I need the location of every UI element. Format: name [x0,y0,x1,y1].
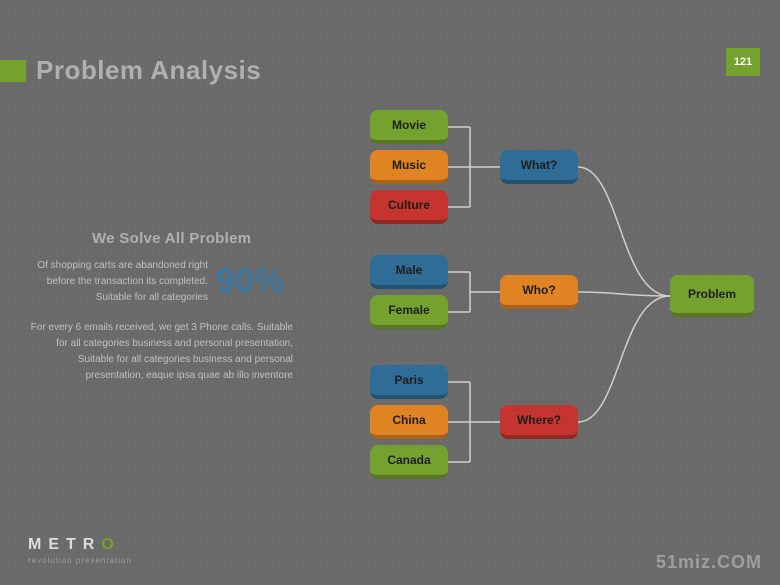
node-culture: Culture [370,190,448,224]
diagram-connectors [0,0,780,585]
brand-logo: METRO revolution presentation [28,536,132,565]
node-music: Music [370,150,448,184]
node-canada: Canada [370,445,448,479]
watermark: 51miz.COM [656,552,762,573]
node-who: Who? [500,275,578,309]
node-male: Male [370,255,448,289]
node-female: Female [370,295,448,329]
node-where: Where? [500,405,578,439]
brand-logo-text: METRO [28,536,132,554]
brand-logo-tagline: revolution presentation [28,556,132,565]
node-what: What? [500,150,578,184]
node-china: China [370,405,448,439]
node-movie: Movie [370,110,448,144]
node-problem: Problem [670,275,754,317]
node-paris: Paris [370,365,448,399]
